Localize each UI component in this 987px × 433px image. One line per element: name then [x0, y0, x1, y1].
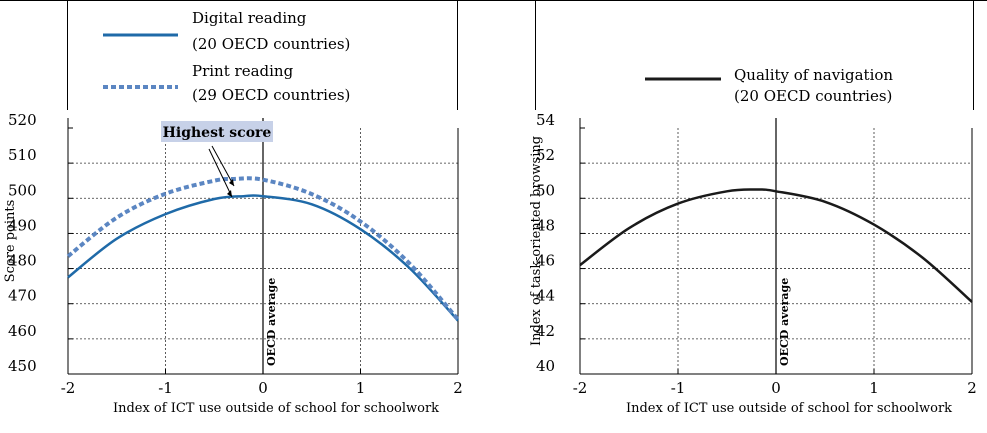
arrowhead-icon	[227, 190, 232, 197]
legend-print-label: Print reading	[192, 62, 294, 80]
y-tick-label: 40	[536, 357, 555, 375]
x-axis-title: Index of ICT use outside of school for s…	[113, 401, 439, 416]
x-tick-label: -1	[671, 379, 686, 397]
x-tick-label: -2	[573, 379, 588, 397]
y-tick-label: 52	[536, 146, 555, 164]
y-tick-label: 48	[536, 216, 555, 234]
x-tick-label: 0	[771, 379, 781, 397]
legend-right: Quality of navigation (20 OECD countries…	[645, 66, 893, 105]
highest-score-label: Highest score	[163, 125, 272, 141]
y-axis-title: Index of task-oriented browsing	[529, 136, 544, 346]
legend-navigation-label: Quality of navigation	[734, 66, 893, 84]
oecd-average-label: OECD average	[265, 278, 278, 366]
legend-digital-label: Digital reading	[192, 9, 307, 27]
y-tick-label: 490	[8, 216, 37, 234]
legend-navigation-sublabel: (20 OECD countries)	[734, 87, 892, 105]
y-tick-label: 460	[8, 322, 37, 340]
y-tick-label: 450	[8, 357, 37, 375]
y-tick-label: 480	[8, 252, 37, 270]
legend-digital-sublabel: (20 OECD countries)	[192, 35, 350, 53]
highest-score-arrow-print	[211, 145, 235, 187]
legend-left: Digital reading (20 OECD countries) Prin…	[103, 9, 350, 104]
y-tick-label: 54	[536, 111, 555, 129]
y-tick-label: 46	[536, 252, 555, 270]
y-tick-label: 500	[8, 181, 37, 199]
x-tick-label: 1	[869, 379, 879, 397]
oecd-average-label: OECD average	[778, 278, 791, 366]
y-tick-label: 42	[536, 322, 555, 340]
y-tick-label: 470	[8, 287, 37, 305]
x-tick-label: -1	[158, 379, 173, 397]
header-frame	[0, 0, 987, 110]
chart-panel-left: 450 460 470 480 490 500 510 520 -2 -1 0 1 2 OECD aver…	[3, 111, 463, 416]
x-tick-label: 2	[453, 379, 463, 397]
y-axis-title: Score points	[3, 200, 18, 283]
x-tick-label: 0	[258, 379, 268, 397]
y-tick-label: 520	[8, 111, 37, 129]
highest-score-box	[161, 121, 273, 142]
highest-score-arrow-digital	[208, 148, 233, 198]
y-tick-label: 510	[8, 146, 37, 164]
x-tick-label: -2	[61, 379, 76, 397]
highest-score-annotation: Highest score	[161, 121, 273, 198]
x-tick-label: 1	[356, 379, 366, 397]
legend-print-sublabel: (29 OECD countries)	[192, 86, 350, 104]
arrowhead-icon	[229, 179, 234, 186]
series-line-print-reading	[66, 176, 460, 321]
series-line-digital-reading	[67, 194, 459, 322]
x-axis-title: Index of ICT use outside of school for s…	[626, 401, 952, 416]
y-tick-label: 50	[536, 181, 555, 199]
chart-panel-right: 40 42 44 46 48 50 52 54 -2 -1 0 1 2 OECD average Index…	[529, 111, 977, 416]
series-line-quality-of-navigation	[579, 188, 973, 303]
y-tick-label: 44	[536, 287, 555, 305]
x-tick-label: 2	[967, 379, 977, 397]
